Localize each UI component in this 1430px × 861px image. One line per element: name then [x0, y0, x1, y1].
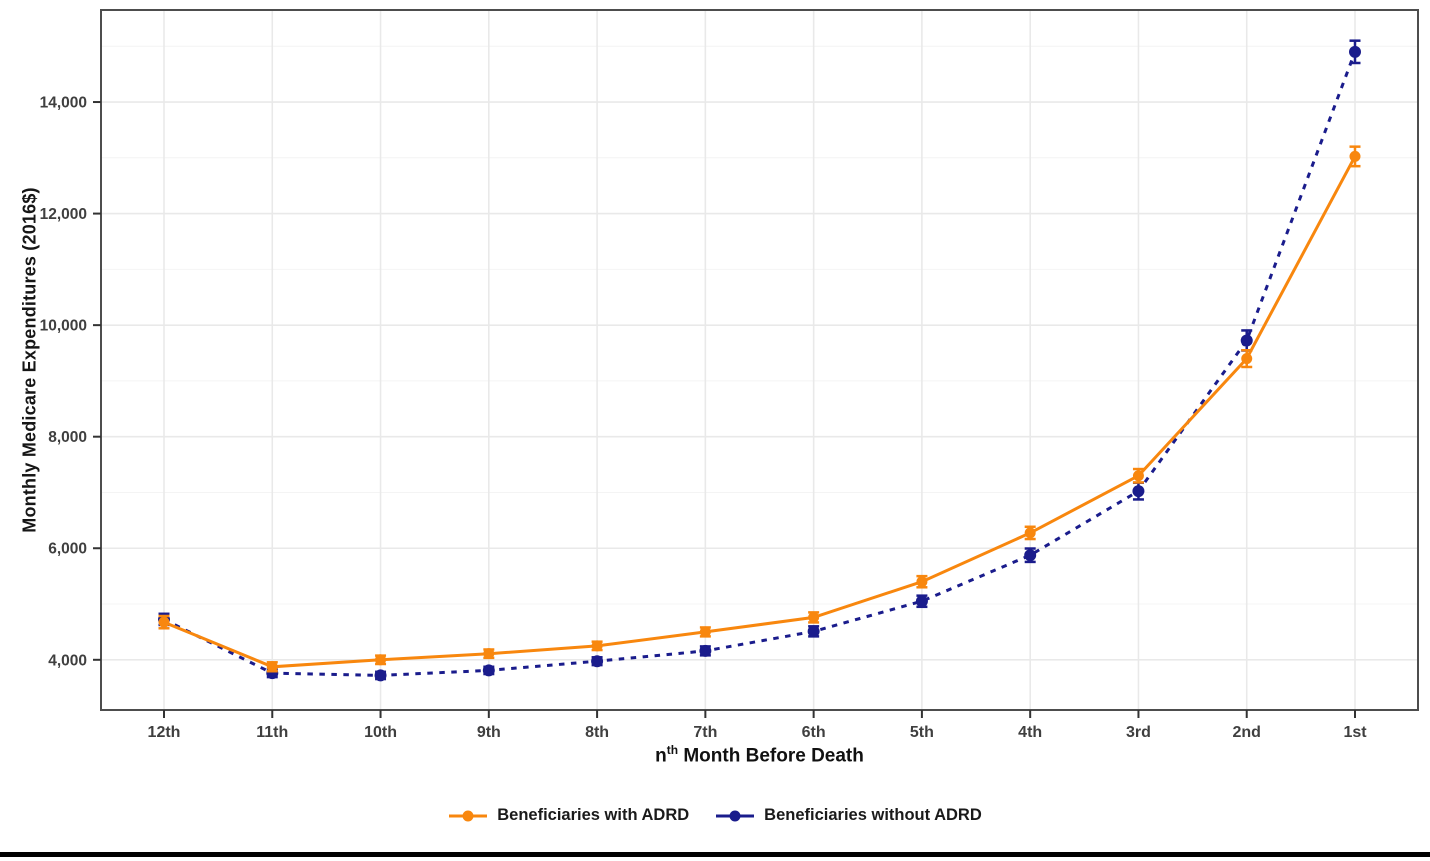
legend-key-with-adrd-icon — [449, 810, 488, 821]
x-tick-label: 2nd — [1233, 724, 1261, 741]
x-tick-label: 6th — [802, 724, 826, 741]
data-point — [483, 648, 495, 660]
data-point — [807, 625, 820, 638]
y-tick-label: 10,000 — [40, 318, 87, 335]
data-point — [158, 616, 170, 628]
x-tick-label: 12th — [148, 724, 181, 741]
expenditure-chart: 4,000 6,000 8,000 10,000 12,000 14,000 12th 11t… — [40, 9, 1419, 741]
y-tick-label: 8,000 — [48, 429, 87, 446]
x-title-superscript: th — [666, 743, 679, 757]
x-tick-label: 7th — [693, 724, 717, 741]
data-point — [266, 661, 278, 673]
x-tick-label: 5th — [910, 724, 934, 741]
data-point — [1132, 485, 1145, 498]
x-tick-label: 4th — [1018, 724, 1042, 741]
data-point — [1349, 45, 1361, 58]
panel-border — [100, 9, 1419, 711]
x-tick-label: 8th — [585, 724, 609, 741]
y-tick-label: 6,000 — [48, 541, 87, 558]
data-point — [1349, 150, 1361, 162]
x-axis-title: nth Month Before Death — [101, 743, 1418, 767]
y-tick-label: 14,000 — [40, 95, 87, 112]
legend-item-without-adrd: Beneficiaries without ADRD — [715, 806, 982, 825]
data-point — [591, 655, 604, 668]
bottom-rule — [0, 852, 1430, 857]
x-tick-label: 10th — [364, 724, 397, 741]
data-point — [1241, 353, 1253, 365]
data-point — [1024, 549, 1037, 562]
data-point — [1132, 470, 1144, 482]
x-tick-label: 11th — [256, 724, 288, 741]
y-axis-title: Monthly Medicare Expenditures (2016$) — [19, 187, 40, 533]
x-title-rest: Month Before Death — [678, 745, 864, 767]
data-point — [591, 640, 603, 652]
series-line — [163, 155, 1357, 669]
data-point — [699, 644, 712, 657]
data-point — [915, 595, 928, 608]
series-line — [163, 51, 1357, 677]
legend-label-without-adrd: Beneficiaries without ADRD — [764, 806, 982, 824]
data-point — [1024, 527, 1036, 539]
data-point — [374, 669, 387, 682]
x-tick-label: 3rd — [1126, 724, 1151, 741]
x-title-base: n — [655, 745, 667, 767]
legend-key-without-adrd-icon — [716, 810, 755, 821]
data-point — [1240, 334, 1253, 347]
x-tick-label: 9th — [477, 724, 501, 741]
data-point — [375, 654, 387, 666]
data-point — [482, 664, 495, 677]
y-tick-label: 4,000 — [48, 652, 87, 669]
legend-item-with-adrd: Beneficiaries with ADRD — [448, 806, 689, 825]
data-point — [808, 611, 820, 623]
data-point — [916, 576, 928, 588]
legend-label-with-adrd: Beneficiaries with ADRD — [497, 806, 690, 824]
y-tick-label: 12,000 — [40, 206, 87, 223]
data-point — [699, 626, 711, 638]
x-tick-label: 1st — [1343, 724, 1367, 741]
chart-legend: Beneficiaries with ADRD Beneficiaries wi… — [0, 806, 1430, 825]
